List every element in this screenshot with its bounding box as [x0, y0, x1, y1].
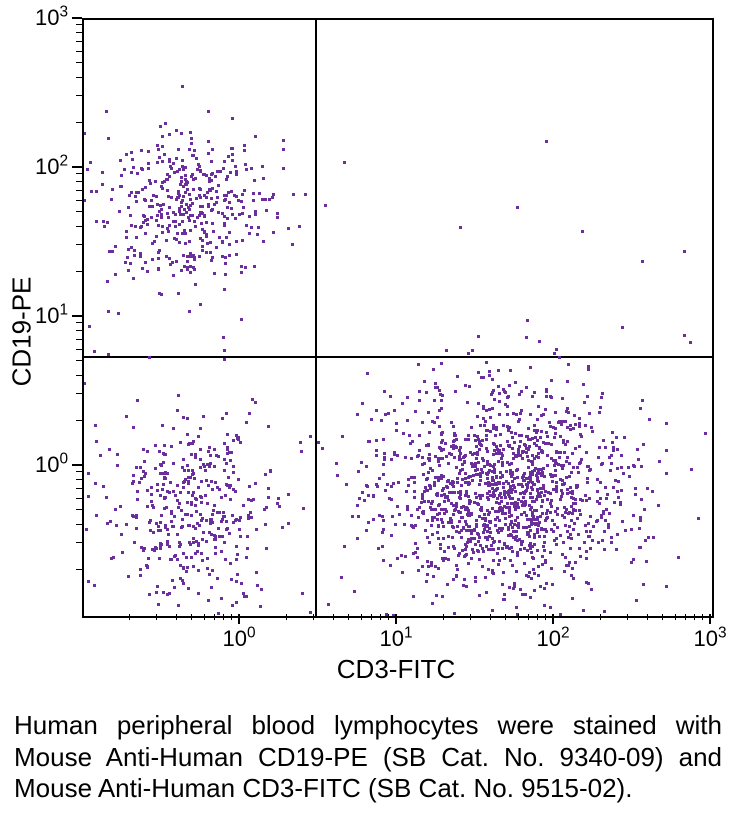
y-tick-minor	[76, 226, 82, 227]
quadrant-horizontal-line	[84, 356, 712, 358]
y-tick-label: 103	[35, 5, 68, 31]
x-tick-major	[395, 614, 397, 624]
x-tick-minor	[129, 614, 130, 620]
y-tick-minor	[76, 322, 82, 323]
x-tick-minor	[528, 614, 529, 620]
x-tick-minor	[313, 614, 314, 620]
x-axis-label: CD3-FITC	[337, 654, 455, 685]
x-tick-minor	[380, 614, 381, 620]
x-tick-label: 103	[693, 626, 726, 652]
x-tick-label: 102	[536, 626, 569, 652]
x-tick-major	[552, 614, 554, 624]
x-tick-label: 100	[222, 626, 255, 652]
x-tick-minor	[286, 614, 287, 620]
y-tick-minor	[76, 190, 82, 191]
y-tick-minor	[76, 211, 82, 212]
x-tick-minor	[490, 614, 491, 620]
x-tick-minor	[518, 614, 519, 620]
x-tick-minor	[204, 614, 205, 620]
x-tick-minor	[694, 614, 695, 620]
y-tick-minor	[76, 509, 82, 510]
y-tick-minor	[76, 375, 82, 376]
y-tick-minor	[76, 488, 82, 489]
x-tick-minor	[647, 614, 648, 620]
x-tick-minor	[545, 614, 546, 620]
scatter-plot-area	[82, 18, 714, 618]
y-axis-label: CD19-PE	[7, 277, 38, 387]
y-tick-minor	[76, 471, 82, 472]
y-tick-major	[72, 464, 82, 466]
x-tick-label: 101	[379, 626, 412, 652]
y-tick-minor	[76, 524, 82, 525]
y-tick-minor	[76, 569, 82, 570]
x-tick-minor	[371, 614, 372, 620]
y-tick-minor	[76, 200, 82, 201]
x-tick-minor	[223, 614, 224, 620]
y-tick-major	[72, 17, 82, 19]
y-tick-minor	[76, 41, 82, 42]
x-tick-minor	[470, 614, 471, 620]
y-tick-minor	[76, 349, 82, 350]
x-tick-minor	[505, 614, 506, 620]
y-tick-label: 100	[35, 452, 68, 478]
y-tick-minor	[76, 62, 82, 63]
x-tick-minor	[443, 614, 444, 620]
y-tick-label: 102	[35, 154, 68, 180]
x-tick-minor	[388, 614, 389, 620]
x-tick-minor	[361, 614, 362, 620]
y-tick-minor	[76, 173, 82, 174]
y-tick-minor	[76, 24, 82, 25]
y-tick-label: 101	[35, 303, 68, 329]
y-tick-minor	[76, 330, 82, 331]
x-tick-minor	[231, 614, 232, 620]
x-tick-major	[238, 614, 240, 624]
x-tick-minor	[627, 614, 628, 620]
x-tick-minor	[662, 614, 663, 620]
y-tick-major	[72, 315, 82, 317]
y-tick-minor	[76, 51, 82, 52]
y-tick-minor	[76, 420, 82, 421]
y-tick-minor	[76, 360, 82, 361]
x-tick-minor	[600, 614, 601, 620]
x-tick-minor	[537, 614, 538, 620]
y-tick-minor	[76, 244, 82, 245]
y-tick-minor	[76, 32, 82, 33]
y-tick-minor	[76, 542, 82, 543]
y-tick-minor	[76, 339, 82, 340]
x-tick-minor	[214, 614, 215, 620]
x-tick-major	[709, 614, 711, 624]
y-tick-major	[72, 166, 82, 168]
figure-container: 100 101 102 103 100 101 102 103 CD3-FITC CD19-P…	[0, 0, 736, 830]
y-tick-minor	[76, 122, 82, 123]
x-tick-minor	[702, 614, 703, 620]
x-tick-minor	[176, 614, 177, 620]
y-tick-minor	[76, 479, 82, 480]
y-tick-minor	[76, 498, 82, 499]
x-tick-minor	[675, 614, 676, 620]
quadrant-vertical-line	[315, 20, 317, 616]
y-tick-minor	[76, 393, 82, 394]
x-tick-minor	[156, 614, 157, 620]
x-tick-minor	[191, 614, 192, 620]
figure-caption: Human peripheral blood lymphocytes were …	[14, 710, 722, 805]
chart-wrap: 100 101 102 103 100 101 102 103 CD3-FITC CD19-P…	[0, 0, 736, 706]
y-tick-minor	[76, 77, 82, 78]
x-tick-minor	[333, 614, 334, 620]
x-tick-minor	[685, 614, 686, 620]
x-tick-minor	[348, 614, 349, 620]
y-tick-minor	[76, 181, 82, 182]
y-tick-minor	[76, 95, 82, 96]
y-tick-minor	[76, 271, 82, 272]
